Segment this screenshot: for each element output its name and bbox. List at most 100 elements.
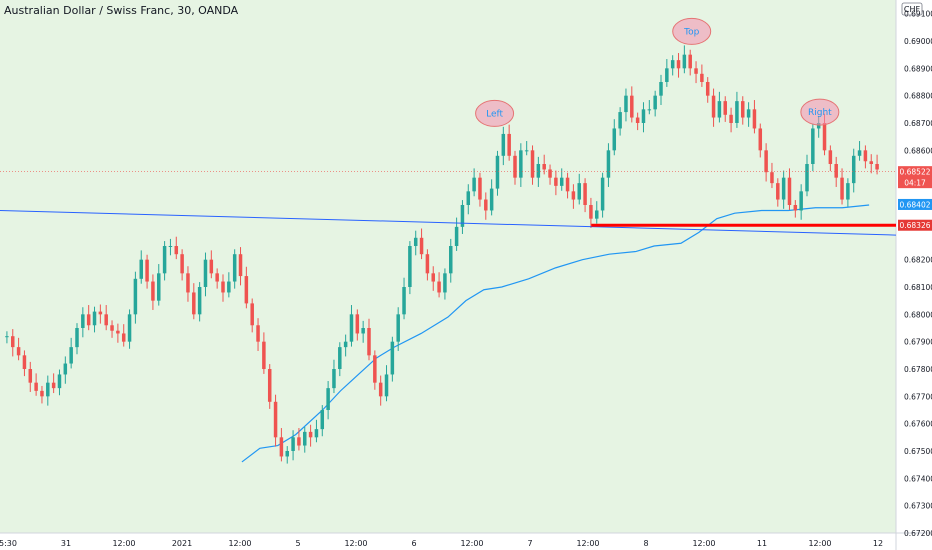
price-tag [898,219,932,231]
chart-title: Australian Dollar / Swiss Franc, 30, OAN… [4,4,239,17]
annotations-layer: Left Top Right [475,17,840,127]
time-tick-label: 5:30 [0,539,17,548]
candle-body [519,150,523,178]
candle-body [799,191,803,211]
currency-label: CHF [904,5,921,14]
candle-body [443,273,447,293]
candle-body [583,183,587,205]
time-tick-label: 7 [527,539,532,548]
time-tick-label: 31 [61,539,71,548]
candle-body [688,54,692,69]
plot-background [0,0,896,533]
price-tick-label: 0.67600 [904,420,932,429]
candle-body [63,363,68,375]
price-axis-background [896,0,932,550]
candle-body [145,259,149,282]
candle-body [227,281,231,293]
candle-body [793,205,798,211]
candle-body [326,388,330,410]
time-tick-label: 12:00 [692,539,715,548]
price-axis[interactable]: 0.69100 0.69000 0.68900 0.68800 0.68700 0.686… [904,10,932,538]
candle-body [805,164,809,192]
candle-body [501,133,506,156]
currency-box[interactable] [901,2,923,16]
price-tick-label: 0.67400 [904,474,932,483]
candle-body [589,205,593,219]
candle-body [244,276,249,304]
candle-body [343,341,348,348]
candle-body [192,292,196,315]
candle-body [484,199,488,211]
time-tick-label: 12:00 [460,539,483,548]
candle-body [121,333,126,342]
price-tick-label: 0.69000 [904,37,932,46]
candle-body [180,254,184,274]
price-tag-value: 0.68522 [899,168,930,177]
candle-body [373,355,377,383]
candle-body [811,128,815,164]
candle-body [717,101,722,118]
candle-body [69,347,73,364]
time-tick-label: 11 [757,539,767,548]
time-tick-label: 12:00 [228,539,251,548]
candle-body [396,314,400,342]
candle-body [320,410,325,430]
candle-body [770,172,774,184]
candle-body [472,177,476,192]
candle-body [81,314,85,328]
time-tick-label: 8 [643,539,648,548]
price-tick-label: 0.68700 [904,119,932,128]
price-tick-label: 0.67200 [904,529,932,538]
candle-body [314,429,319,438]
candle-body [133,278,138,315]
candle-body [559,177,564,186]
candle-body [46,382,50,397]
candle-body [577,183,581,200]
price-tick-label: 0.68100 [904,283,932,292]
candle-body [22,355,27,369]
candle-body [571,191,576,200]
price-tick-label: 0.67900 [904,338,932,347]
candle-body [413,237,418,246]
candle-body [267,369,272,402]
candle-body [875,164,879,170]
candle-body [536,164,541,178]
candle-body [647,109,652,111]
time-axis-background [0,533,932,550]
candle-body [34,382,38,391]
candle-body [787,177,792,205]
candle-body [454,226,459,246]
candle-body [203,259,208,287]
candle-body [384,374,389,397]
price-tick-label: 0.67800 [904,365,932,374]
candle-body [408,246,412,287]
candle-body [449,246,453,274]
time-tick-label: 12:00 [112,539,135,548]
candle-body [595,210,599,219]
price-tag [898,198,932,210]
candle-body [694,68,698,74]
time-tick-label: 12:00 [344,539,367,548]
candle-body [238,254,243,277]
candle-body [840,177,844,200]
candle-body [565,177,570,192]
price-tick-label: 0.68200 [904,256,932,265]
time-axis[interactable]: 5:30 31 12:00 2021 12:00 5 12:00 6 12:00 7 12:00 8 1… [0,539,883,548]
price-tags-layer: 0.68522 04:17 0.68402 0.68326 [898,166,932,231]
candle-body [262,341,266,369]
moving-average-line [241,204,870,463]
candle-body [507,133,511,156]
candle-body [297,437,301,446]
candle-body [51,382,56,389]
candle-body [846,183,850,200]
candle-body [355,314,360,334]
annotation-label: Right [808,108,832,118]
candle-body [600,177,605,211]
candle-body [162,246,167,274]
candle-body [40,390,44,397]
candle-body [338,347,342,369]
price-tag-value: 0.68402 [899,200,930,209]
candle-body [273,401,278,438]
